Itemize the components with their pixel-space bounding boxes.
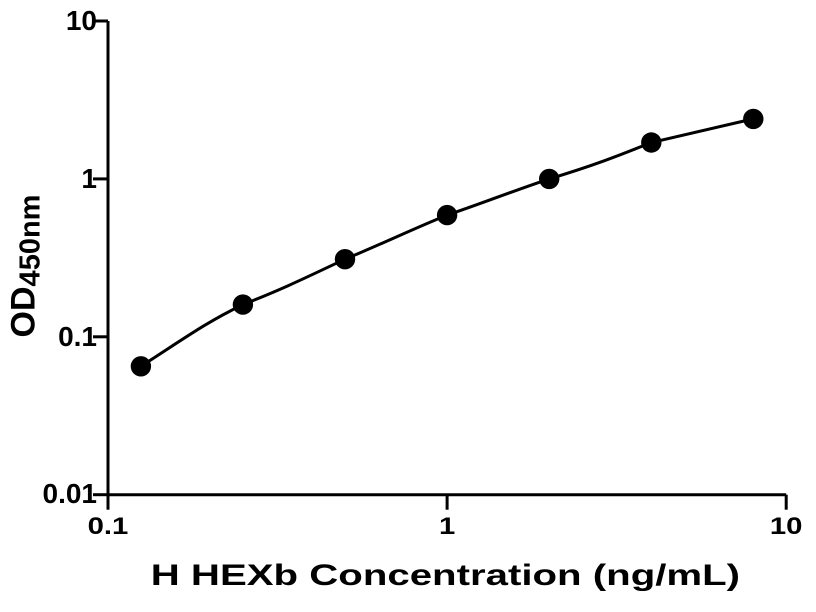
svg-text:10: 10 — [66, 5, 97, 36]
svg-text:1: 1 — [439, 512, 455, 539]
svg-text:10: 10 — [770, 512, 803, 539]
svg-text:0.01: 0.01 — [43, 478, 98, 509]
svg-text:0.1: 0.1 — [58, 321, 97, 352]
svg-text:0.1: 0.1 — [88, 512, 129, 539]
svg-text:H HEXb Concentration (ng/mL): H HEXb Concentration (ng/mL) — [151, 558, 740, 592]
svg-text:OD450nm: OD450nm — [5, 195, 47, 338]
svg-text:1: 1 — [81, 163, 97, 194]
